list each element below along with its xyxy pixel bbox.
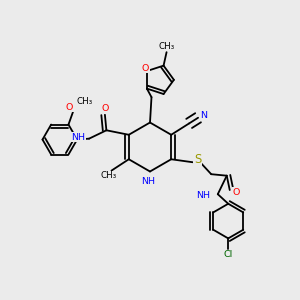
- Text: O: O: [142, 64, 149, 73]
- Text: CH₃: CH₃: [101, 172, 117, 181]
- Text: O: O: [102, 104, 109, 113]
- Text: NH: NH: [142, 177, 155, 186]
- Text: O: O: [232, 188, 239, 197]
- Text: N: N: [201, 112, 208, 121]
- Text: S: S: [194, 153, 201, 166]
- Text: CH₃: CH₃: [76, 98, 93, 106]
- Text: CH₃: CH₃: [158, 42, 175, 51]
- Text: O: O: [66, 103, 73, 112]
- Text: NH: NH: [196, 191, 210, 200]
- Text: NH: NH: [71, 133, 85, 142]
- Text: Cl: Cl: [224, 250, 233, 259]
